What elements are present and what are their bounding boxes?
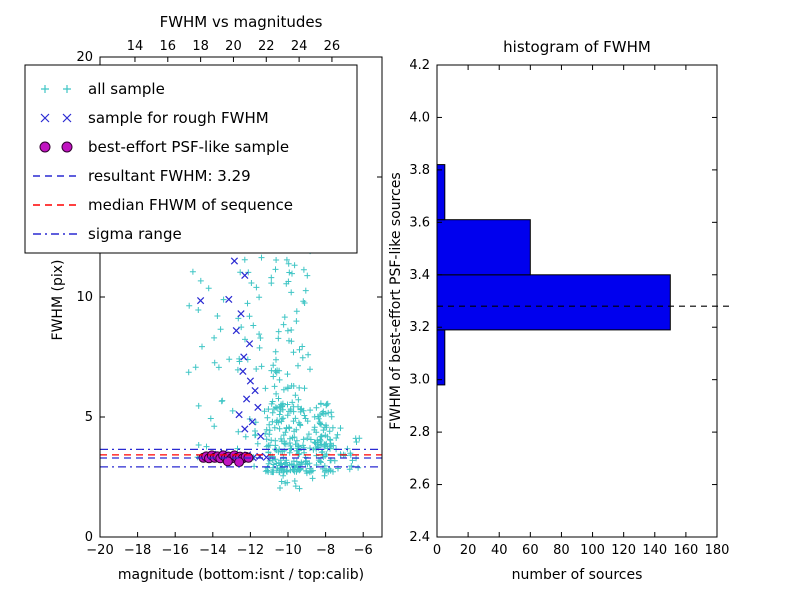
legend-x-marker xyxy=(62,113,72,123)
legend-label-all-sample: all sample xyxy=(88,80,165,98)
right-plot: 0 20 40 60 80 100 120 140 160 180 2.4 2.6 2.8 3.0 3.2 3… xyxy=(409,58,733,558)
bottom-x-tick-label: 100 xyxy=(580,543,605,558)
top-x-tick-label: 22 xyxy=(258,39,275,54)
left-y-tick-label: 2.8 xyxy=(409,425,430,440)
left-plot-title: FWHM vs magnitudes xyxy=(160,13,323,31)
bottom-x-tick-label: −12 xyxy=(237,543,264,558)
legend xyxy=(24,64,358,254)
left-y-tick-label: 20 xyxy=(76,50,93,65)
left-y-tick-label: 3.6 xyxy=(409,215,430,230)
left-y-tick-label: 3.2 xyxy=(409,320,430,335)
left-plot-ylabel: FWHM (pix) xyxy=(50,260,66,341)
bottom-x-tick-label: 0 xyxy=(433,543,441,558)
top-x-tick-label: 16 xyxy=(160,39,177,54)
right-plot-title: histogram of FWHM xyxy=(503,38,651,56)
legend-label-resultant: resultant FWHM: 3.29 xyxy=(88,167,251,185)
bottom-x-tick-label: −6 xyxy=(354,543,373,558)
left-plot-xlabel: magnitude (bottom:isnt / top:calib) xyxy=(118,567,364,583)
legend-label-median: median FHWM of sequence xyxy=(88,196,293,214)
legend-plus-marker xyxy=(63,85,71,93)
left-y-tick-label: 5 xyxy=(85,410,93,425)
bottom-x-tick-label: −20 xyxy=(86,543,113,558)
right-plot-ylabel: FWHM of best-effort PSF-like sources xyxy=(388,172,404,429)
right-axes-box xyxy=(436,64,718,538)
bottom-x-tick-label: 60 xyxy=(522,543,539,558)
legend-label-sigma-range: sigma range xyxy=(88,225,182,243)
legend-labels: all sample sample for rough FWHM best-ef… xyxy=(88,80,293,243)
top-x-tick-label: 20 xyxy=(225,39,242,54)
left-y-tick-label: 3.4 xyxy=(409,268,430,283)
left-y-tick-label: 10 xyxy=(76,290,93,305)
bottom-x-tick-label: −10 xyxy=(274,543,301,558)
bottom-x-tick-label: 140 xyxy=(642,543,667,558)
bottom-x-tick-label: −14 xyxy=(199,543,226,558)
legend-circle-marker xyxy=(61,141,73,153)
bottom-x-tick-label: 40 xyxy=(491,543,508,558)
histogram-bar xyxy=(436,329,446,386)
left-plot: −20 −18 −16 −14 −12 −10 −8 −6 14 16 18 20 22 24 26 0 5 10… xyxy=(76,39,383,558)
bottom-x-tick-label: −18 xyxy=(124,543,151,558)
left-y-tick-label: 4.0 xyxy=(409,110,430,125)
top-x-tick-label: 26 xyxy=(324,39,341,54)
bottom-x-tick-label: 80 xyxy=(553,543,570,558)
top-x-tick-label: 14 xyxy=(127,39,144,54)
left-y-tick-label: 2.4 xyxy=(409,530,430,545)
bottom-x-tick-label: 160 xyxy=(673,543,698,558)
bottom-x-tick-label: 180 xyxy=(705,543,730,558)
bottom-x-tick-label: −16 xyxy=(161,543,188,558)
left-y-tick-label: 2.6 xyxy=(409,478,430,493)
bottom-x-tick-label: 20 xyxy=(460,543,477,558)
left-y-tick-label: 4.2 xyxy=(409,58,430,73)
right-plot-xlabel: number of sources xyxy=(512,567,643,583)
legend-label-psf-sample: best-effort PSF-like sample xyxy=(88,138,289,156)
histogram-bar xyxy=(436,164,446,221)
psf-sample-point xyxy=(222,456,233,467)
psf-sample-point xyxy=(234,457,245,468)
legend-label-rough-fwhm: sample for rough FWHM xyxy=(88,109,269,127)
histogram-bar xyxy=(436,219,531,276)
left-y-tick-label: 0 xyxy=(85,530,93,545)
legend-circle-marker xyxy=(39,141,51,153)
legend-plus-marker xyxy=(41,85,49,93)
left-y-tick-label: 3.8 xyxy=(409,163,430,178)
bottom-x-tick-label: 120 xyxy=(611,543,636,558)
legend-x-marker xyxy=(40,113,50,123)
histogram-bar xyxy=(436,274,671,331)
left-y-tick-label: 3.0 xyxy=(409,373,430,388)
all-sample-points xyxy=(185,216,363,492)
legend-box xyxy=(24,64,358,254)
top-x-tick-label: 24 xyxy=(291,39,308,54)
top-x-tick-label: 18 xyxy=(192,39,209,54)
bottom-x-tick-label: −8 xyxy=(316,543,335,558)
